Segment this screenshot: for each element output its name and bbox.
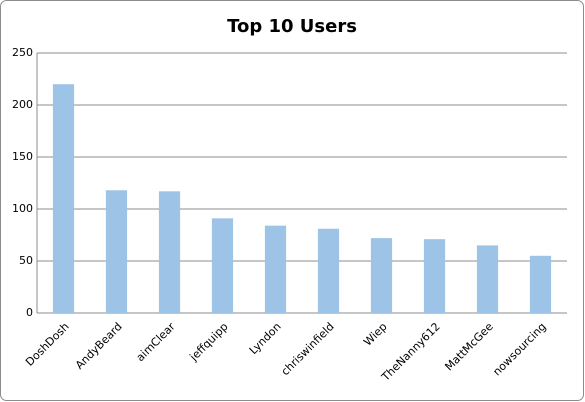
bar — [158, 191, 181, 313]
bar — [317, 228, 340, 313]
bar — [423, 239, 446, 313]
y-tick-label: 200 — [12, 98, 33, 111]
bar — [370, 238, 393, 313]
bar — [476, 245, 499, 313]
y-tick-label: 50 — [19, 254, 33, 267]
bar — [211, 218, 234, 313]
y-tick-label: 250 — [12, 46, 33, 59]
chart-title: Top 10 Users — [227, 16, 357, 37]
bar — [529, 255, 552, 313]
bar — [264, 225, 287, 313]
y-tick-label: 0 — [26, 306, 33, 319]
bar — [52, 84, 75, 313]
y-tick-label: 150 — [12, 150, 33, 163]
y-tick-label: 100 — [12, 202, 33, 215]
bar — [105, 190, 128, 313]
